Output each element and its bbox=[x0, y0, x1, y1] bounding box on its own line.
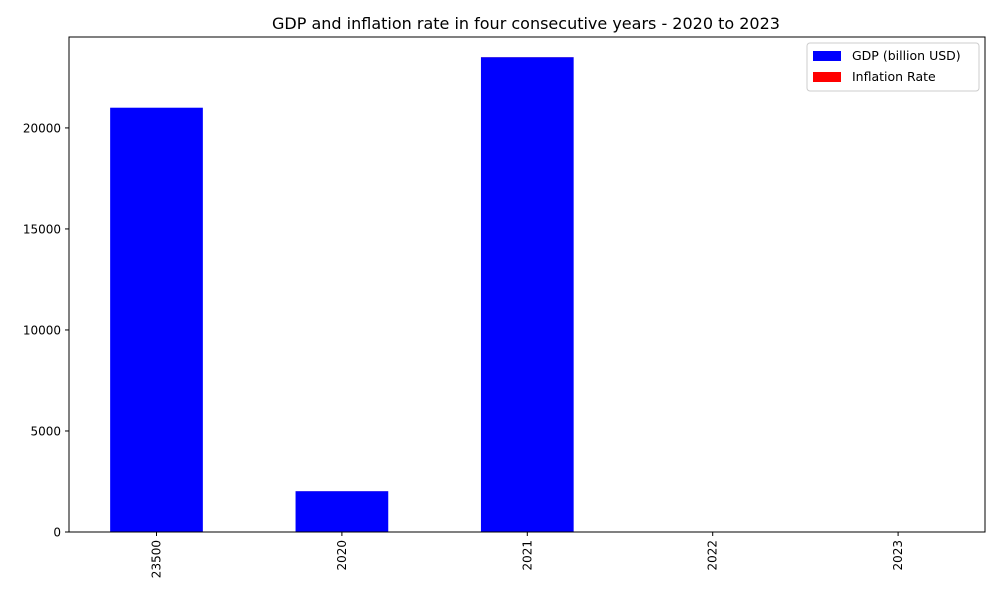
y-tick-label: 5000 bbox=[30, 424, 61, 438]
legend: GDP (billion USD) Inflation Rate bbox=[806, 42, 980, 92]
y-tick-label: 20000 bbox=[23, 121, 61, 135]
legend-swatch-inflation bbox=[813, 72, 841, 82]
y-tick-label: 15000 bbox=[23, 222, 61, 236]
bar-gdp-2021 bbox=[480, 57, 574, 532]
x-tick-label: 2023 bbox=[891, 540, 905, 571]
x-tick-label: 2020 bbox=[335, 540, 349, 571]
y-tick-label: 10000 bbox=[23, 323, 61, 337]
plot-area bbox=[110, 57, 945, 533]
legend-label-inflation: Inflation Rate bbox=[852, 69, 936, 84]
legend-label-gdp: GDP (billion USD) bbox=[852, 48, 961, 63]
bar-gdp-2020 bbox=[295, 491, 389, 532]
x-tick-label: 2021 bbox=[520, 540, 534, 571]
x-tick-label: 23500 bbox=[150, 540, 164, 578]
bar-gdp-23500 bbox=[110, 107, 203, 533]
legend-swatch-gdp bbox=[813, 51, 841, 61]
x-axis: 23500 2020 2021 2022 2023 bbox=[150, 532, 905, 578]
legend-frame bbox=[806, 42, 980, 92]
x-tick-label: 2022 bbox=[706, 540, 720, 571]
y-axis: 0 5000 10000 15000 20000 bbox=[23, 121, 69, 540]
y-tick-label: 0 bbox=[53, 526, 61, 540]
chart-title: GDP and inflation rate in four consecuti… bbox=[272, 14, 780, 33]
